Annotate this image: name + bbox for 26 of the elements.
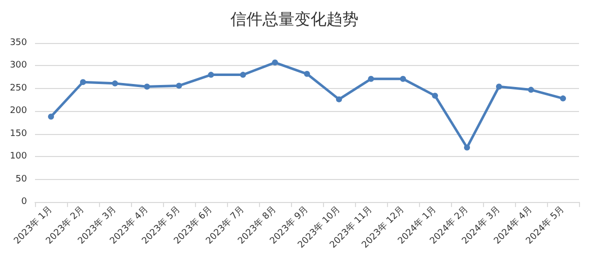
chart-title: 信件总量变化趋势 xyxy=(230,10,358,28)
y-tick-label: 200 xyxy=(10,106,28,116)
point xyxy=(176,82,182,89)
point xyxy=(240,72,246,78)
point xyxy=(112,80,118,86)
point xyxy=(368,76,374,82)
y-tick-label: 50 xyxy=(16,174,28,184)
point xyxy=(336,96,342,102)
point xyxy=(560,95,566,102)
y-tick-label: 150 xyxy=(10,128,28,139)
point xyxy=(400,76,406,82)
point xyxy=(144,84,150,90)
y-tick-label: 300 xyxy=(10,60,28,71)
point xyxy=(496,84,502,90)
point xyxy=(272,60,278,66)
point xyxy=(432,92,438,99)
point xyxy=(80,79,86,86)
point xyxy=(464,144,470,150)
point xyxy=(48,114,54,120)
y-tick-label: 100 xyxy=(10,152,28,162)
point xyxy=(528,86,534,93)
y-tick-label: 250 xyxy=(10,83,28,94)
y-tick-label: 0 xyxy=(21,197,28,207)
y-tick-label: 350 xyxy=(10,38,28,48)
point xyxy=(304,70,310,77)
point xyxy=(208,72,214,78)
